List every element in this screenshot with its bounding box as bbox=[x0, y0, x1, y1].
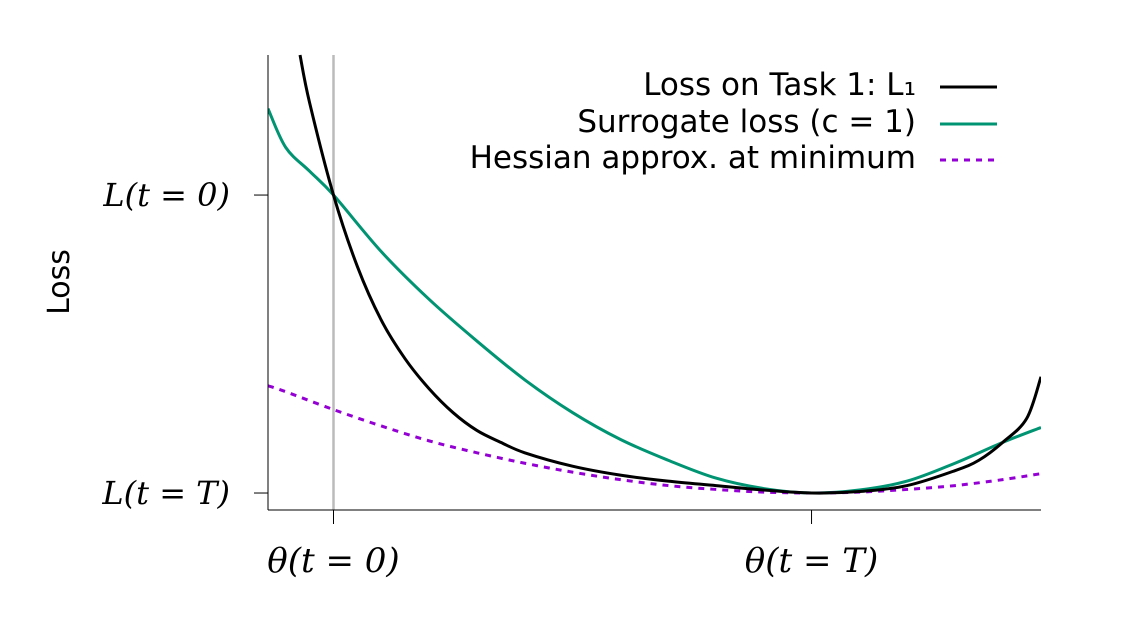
ticks: θ(t = 0) θ(t = T) L(t = 0) L(t = T) bbox=[101, 176, 878, 581]
series-line-2 bbox=[268, 384, 1041, 495]
x-tick-label-0: θ(t = 0) bbox=[267, 541, 399, 581]
x-tick-label-1: θ(t = T) bbox=[745, 541, 878, 581]
series-line-0 bbox=[298, 54, 1041, 495]
plot-area bbox=[268, 54, 1041, 510]
legend-label-2: Hessian approx. at minimum bbox=[470, 140, 916, 176]
axes bbox=[267, 55, 1041, 511]
legend-label-1: Surrogate loss (c = 1) bbox=[577, 104, 916, 140]
y-tick-label-0: L(t = 0) bbox=[102, 176, 230, 214]
y-tick-label-1: L(t = T) bbox=[101, 474, 230, 512]
y-axis-label: Loss bbox=[42, 249, 77, 315]
legend-label-0: Loss on Task 1: L₁ bbox=[643, 67, 916, 103]
